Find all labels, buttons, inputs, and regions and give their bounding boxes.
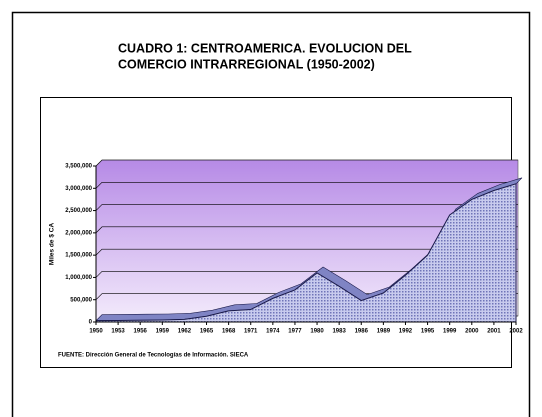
x-tick-label: 1989	[377, 329, 391, 335]
grid-line	[95, 204, 518, 211]
y-tick-label: 3,000,000	[65, 186, 92, 192]
x-tick-label: 1995	[421, 329, 435, 335]
grid-line	[95, 271, 518, 278]
grid-line	[95, 248, 518, 256]
x-tick-label: 1959	[156, 329, 170, 335]
grid-line	[95, 226, 518, 234]
x-tick-label: 1977	[288, 329, 302, 335]
x-tick-label: 1962	[178, 329, 192, 335]
chart-title: COMERCIO INTRARREGIONAL (1950-2002)	[118, 57, 375, 71]
y-axis-label: Miles de $ CA	[49, 223, 56, 266]
y-tick-label: 500,000	[70, 297, 92, 303]
x-tick-label: 1971	[244, 329, 258, 335]
y-tick-label: 1,000,000	[65, 275, 92, 281]
y-tick-label: 3,500,000	[65, 164, 92, 170]
x-tick-label: 1950	[89, 329, 103, 335]
x-tick-label: 1986	[355, 329, 369, 335]
x-tick-label: 1968	[222, 329, 236, 335]
x-tick-label: 1956	[134, 329, 148, 335]
frame	[11, 11, 531, 417]
x-tick-label: 1992	[399, 329, 413, 335]
x-tick-label: 1974	[266, 329, 280, 335]
x-tick-label: 1953	[111, 329, 125, 335]
source-note: FUENTE: Dirección General de Tecnologías…	[58, 353, 249, 359]
chart-title: CUADRO 1: CENTROAMERICA. EVOLUCION DEL	[118, 41, 412, 55]
y-tick-label: 1,500,000	[65, 253, 92, 259]
x-tick-label: 2001	[487, 329, 501, 335]
x-tick-label: 1965	[200, 329, 214, 335]
grid-line	[95, 181, 518, 189]
x-tick-label: 1980	[310, 329, 324, 335]
grid-line	[95, 159, 518, 167]
y-tick-label: 2,000,000	[65, 230, 92, 236]
x-tick-label: 2002	[509, 329, 523, 335]
x-tick-label: 1999	[443, 329, 457, 335]
area	[95, 183, 517, 323]
x-tick-label: 1983	[332, 329, 346, 335]
x-tick-label: 2000	[465, 329, 479, 335]
y-tick-label: 2,500,000	[65, 208, 92, 214]
y-tick-label: 0	[89, 320, 93, 326]
